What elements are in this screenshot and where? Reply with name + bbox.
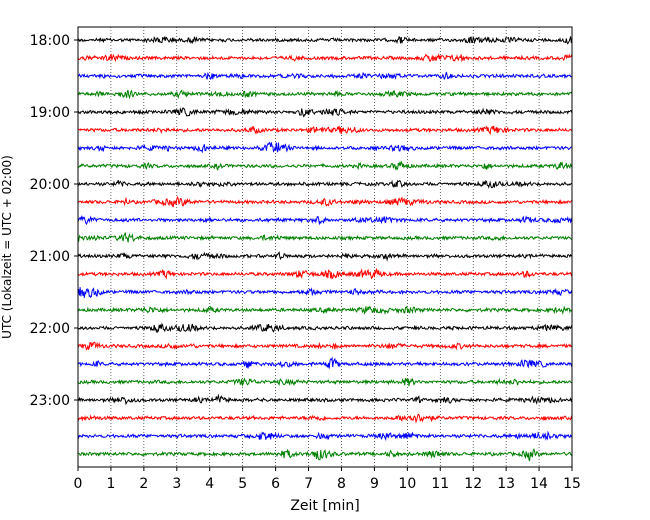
seismic-trace — [77, 160, 573, 172]
y-tick-label: 18:00 — [30, 33, 70, 49]
seismic-trace — [77, 287, 573, 299]
vertical-grid — [110, 27, 540, 467]
x-tick-label: 7 — [304, 476, 313, 492]
plot-background — [78, 27, 572, 467]
seismic-trace — [77, 267, 573, 280]
y-axis-label: UTC (Lokalzeit = UTC + 02:00) — [0, 155, 14, 339]
x-tick-label: 6 — [271, 476, 280, 492]
seismic-trace — [77, 341, 573, 351]
y-tick-label: 19:00 — [30, 105, 70, 121]
y-axis-ticks: 18:00 19:00 20:00 21:00 22:00 23:00 — [30, 33, 78, 409]
seismic-trace — [77, 447, 573, 462]
seismic-trace — [77, 71, 573, 81]
seismic-trace — [77, 179, 573, 189]
y-tick-label: 20:00 — [30, 177, 70, 193]
seismic-trace — [77, 141, 573, 154]
x-tick-label: 9 — [370, 476, 379, 492]
x-tick-label: 8 — [337, 476, 346, 492]
seismic-trace — [77, 195, 573, 208]
seismic-trace — [77, 232, 573, 243]
x-tick-label: 0 — [74, 476, 83, 492]
x-tick-label: 5 — [238, 476, 247, 492]
seismic-trace — [77, 251, 573, 262]
seismic-trace — [77, 377, 573, 387]
x-tick-label: 4 — [205, 476, 214, 492]
x-tick-label: 11 — [431, 476, 449, 492]
seismic-trace — [77, 53, 573, 63]
x-tick-label: 14 — [530, 476, 548, 492]
x-axis-label: Zeit [min] — [290, 498, 359, 514]
seismic-trace — [77, 214, 573, 226]
seismic-trace — [77, 35, 573, 45]
seismic-trace — [77, 393, 573, 406]
x-tick-label: 13 — [497, 476, 515, 492]
plot-frame — [77, 26, 573, 468]
seismic-trace — [77, 322, 573, 334]
seismic-trace — [77, 305, 573, 316]
x-tick-label: 1 — [106, 476, 115, 492]
seismic-trace — [77, 430, 573, 442]
x-tick-label: 10 — [398, 476, 416, 492]
seismic-trace — [77, 107, 573, 118]
seismic-traces — [77, 35, 573, 462]
y-tick-label: 22:00 — [30, 321, 70, 337]
x-tick-label: 12 — [464, 476, 482, 492]
x-tick-label: 3 — [172, 476, 181, 492]
x-tick-label: 15 — [563, 476, 581, 492]
seismic-trace — [77, 356, 573, 369]
y-tick-label: 21:00 — [30, 249, 70, 265]
x-axis-ticks: 0 1 2 3 4 5 6 7 8 9 10 11 12 13 14 15 — [74, 467, 581, 492]
seismic-trace — [77, 89, 573, 100]
x-tick-label: 2 — [139, 476, 148, 492]
y-tick-label: 23:00 — [30, 393, 70, 409]
seismic-trace — [77, 413, 573, 424]
seismic-trace — [77, 125, 573, 136]
